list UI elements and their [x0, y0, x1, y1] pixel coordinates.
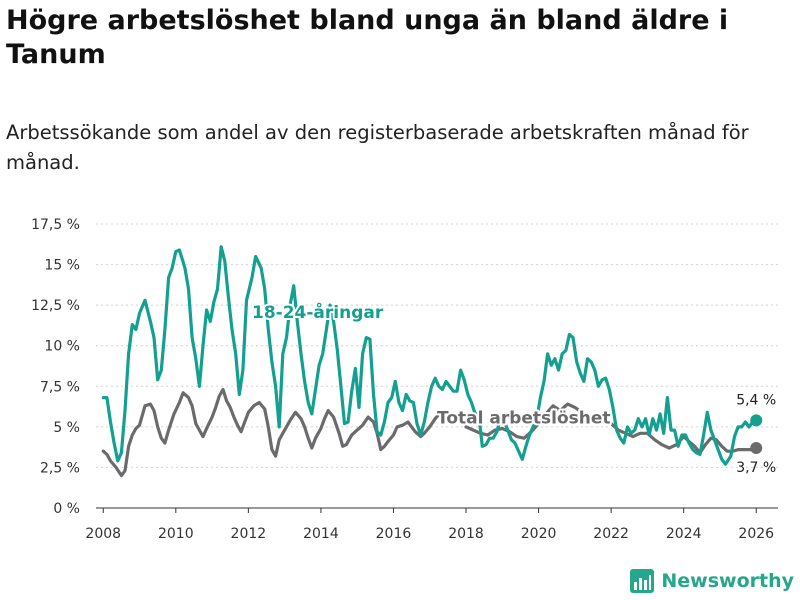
- brand-logo: Newsworthy: [629, 568, 794, 594]
- series-endpoint: [750, 441, 763, 454]
- y-tick-label: 17,5 %: [31, 217, 80, 233]
- series-endpoint: [750, 414, 763, 427]
- y-tick-label: 2,5 %: [40, 460, 80, 476]
- series-line: [101, 387, 443, 478]
- x-tick-label: 2010: [158, 526, 194, 542]
- x-tick-label: 2026: [738, 526, 774, 542]
- x-tick-label: 2012: [231, 526, 267, 542]
- x-tick-label: 2018: [448, 526, 484, 542]
- y-tick-label: 0 %: [53, 501, 80, 517]
- x-tick-label: 2022: [593, 526, 629, 542]
- newsworthy-chart-icon: [630, 569, 655, 593]
- x-tick-label: 2024: [666, 526, 702, 542]
- brand-name: Newsworthy: [661, 570, 794, 592]
- end-value-label-young: 5,4 %: [736, 392, 776, 408]
- y-tick-label: 5 %: [53, 420, 80, 436]
- y-tick-label: 15 %: [44, 258, 80, 274]
- x-tick-label: 2020: [521, 526, 557, 542]
- series-annotation: 18-24-åringar: [252, 301, 384, 323]
- y-tick-label: 12,5 %: [31, 298, 80, 314]
- x-tick-label: 2014: [303, 526, 339, 542]
- x-tick-label: 2016: [376, 526, 412, 542]
- x-tick-label: 2008: [85, 526, 121, 542]
- end-value-label-total: 3,7 %: [736, 460, 776, 476]
- series-line: [101, 245, 758, 466]
- series-annotation: Total arbetslöshet: [437, 409, 611, 429]
- page-subtitle: Arbetssökande som andel av den registerb…: [6, 121, 749, 174]
- y-tick-label: 7,5 %: [40, 379, 80, 395]
- page-title: Högre arbetslöshet bland unga än bland ä…: [6, 5, 729, 70]
- y-tick-label: 10 %: [44, 339, 80, 355]
